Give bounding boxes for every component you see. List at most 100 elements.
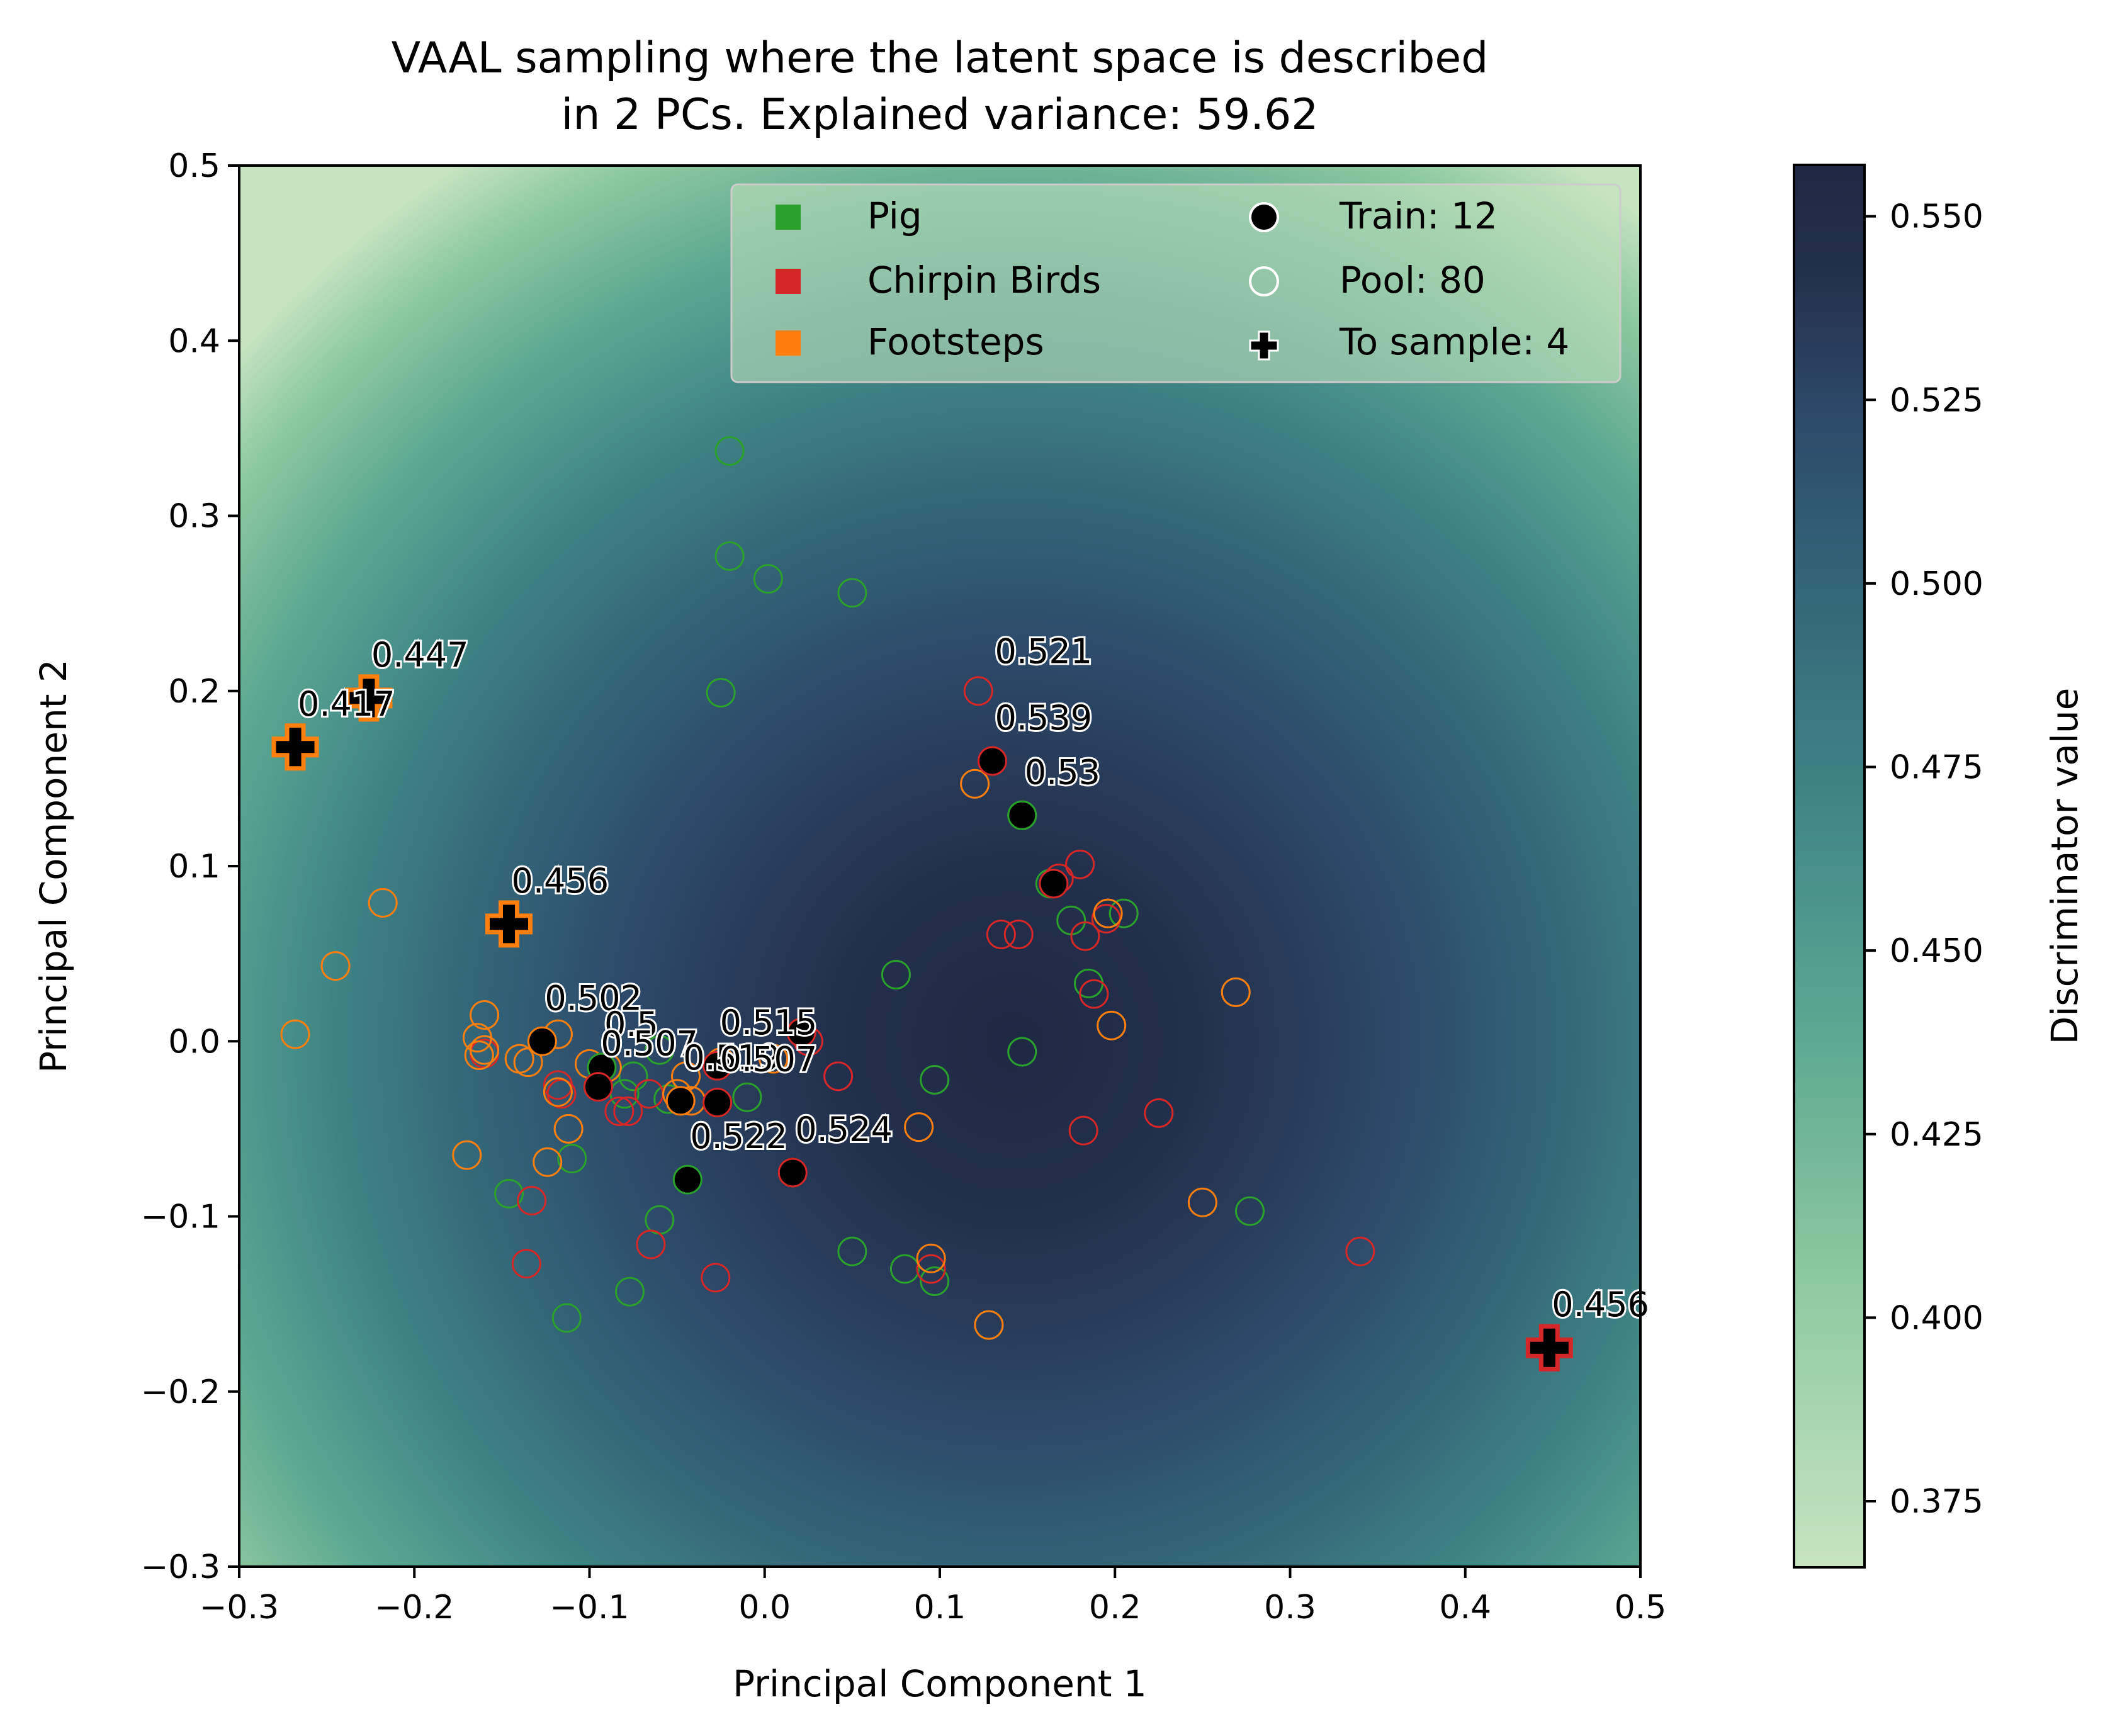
chart-title-line-1: VAAL sampling where the latent space is … [392, 33, 1489, 83]
pool-point-footsteps [452, 1140, 482, 1170]
colorbar-label: Discriminator value [2043, 688, 2086, 1045]
pool-point-chirpin-birds [986, 920, 1016, 950]
to-sample-point-footsteps [345, 674, 393, 722]
colorbar-tick-label: 0.375 [1890, 1483, 1983, 1521]
pool-point-chirpin-birds [701, 1263, 731, 1293]
legend-label-pool: Pool: 80 [1340, 259, 1486, 302]
point-value-label: 0.53 [1025, 752, 1100, 792]
y-tick-label: −0.3 [141, 1548, 220, 1586]
pool-point-footsteps [464, 1040, 494, 1071]
point-value-label: 0.507 [601, 1024, 698, 1064]
x-tick-label: −0.1 [550, 1589, 629, 1626]
colorbar-tick-label: 0.450 [1890, 932, 1983, 970]
pool-point-chirpin-birds [636, 1229, 666, 1260]
y-axis-label: Principal Component 2 [32, 659, 75, 1073]
pool-point-pig [706, 678, 736, 708]
to-sample-points [271, 674, 1573, 1372]
train-point-chirpin-birds [786, 1017, 816, 1047]
colorbar-tick-label: 0.475 [1890, 749, 1983, 787]
pool-point-chirpin-birds [517, 1185, 547, 1215]
pool-point-footsteps [553, 1113, 584, 1144]
pool-point-chirpin-birds [1345, 1236, 1375, 1266]
colorbar-tick-label: 0.425 [1890, 1116, 1983, 1154]
pool-point-footsteps [1093, 898, 1123, 928]
train-point-chirpin-birds [977, 746, 1007, 776]
x-tick-label: 0.0 [738, 1589, 791, 1626]
pool-point-footsteps [974, 1310, 1004, 1340]
colorbar [1793, 164, 1866, 1569]
pool-point-chirpin-birds [511, 1249, 541, 1279]
legend-marker-to-sample [1249, 330, 1279, 361]
pool-point-chirpin-birds [543, 1070, 573, 1100]
train-point-footsteps [665, 1086, 696, 1116]
pool-point-footsteps [280, 1019, 310, 1049]
to-sample-point-footsteps [485, 900, 533, 948]
x-axis-ticks: −0.3 −0.2 −0.1 0.0 0.1 0.2 0.3 0.4 0.5 [200, 1567, 1666, 1626]
x-tick-label: 0.3 [1264, 1589, 1316, 1626]
x-axis-label: Principal Component 1 [733, 1662, 1147, 1705]
legend-label-train: Train: 12 [1339, 194, 1498, 237]
legend-marker-train [1249, 202, 1279, 232]
pool-point-pig [557, 1144, 587, 1174]
x-tick-label: −0.2 [375, 1589, 454, 1626]
pool-point-footsteps [759, 1044, 789, 1074]
y-tick-label: 0.4 [168, 322, 220, 360]
pool-point-chirpin-birds [613, 1096, 643, 1127]
pool-point-pig [837, 1236, 867, 1266]
point-value-label: 0.521 [995, 631, 1092, 671]
pool-point-pig [645, 1035, 675, 1065]
legend-marker-footsteps [776, 330, 801, 356]
pool-point-chirpin-birds [1065, 849, 1095, 879]
pool-point-chirpin-birds [1068, 1115, 1098, 1146]
pool-point-footsteps [1221, 977, 1251, 1007]
pool-point-footsteps [368, 888, 398, 918]
pool-point-chirpin-birds [963, 676, 993, 706]
y-tick-label: −0.1 [141, 1198, 220, 1236]
pool-point-pig [732, 1082, 762, 1112]
pool-point-pig [920, 1064, 950, 1095]
y-tick-label: 0.0 [168, 1023, 220, 1061]
pool-point-chirpin-birds [1144, 1098, 1174, 1128]
x-tick-label: 0.5 [1615, 1589, 1667, 1626]
pool-point-pig [753, 564, 783, 594]
pool-point-pig [1007, 1037, 1037, 1067]
point-value-label: 0.5 [604, 1005, 658, 1044]
pool-point-pig [494, 1178, 524, 1209]
colorbar-tick-label: 0.550 [1890, 198, 1983, 236]
point-value-label: 0.417 [298, 684, 395, 724]
y-tick-label: 0.3 [168, 498, 220, 536]
y-tick-label: 0.1 [168, 848, 220, 886]
x-tick-label: 0.4 [1439, 1589, 1491, 1626]
legend-marker-chirpin-birds [776, 269, 801, 294]
legend-marker-pool [1249, 266, 1279, 296]
chart-title-line-2: in 2 PCs. Explained variance: 59.62 [561, 90, 1318, 140]
pool-point-pig [1235, 1196, 1265, 1226]
point-value-label: 0.456 [512, 861, 609, 901]
pool-point-footsteps [1187, 1187, 1217, 1217]
y-axis-ticks: −0.3 −0.2 −0.1 0.0 0.1 0.2 0.3 0.4 0.5 [141, 147, 239, 1586]
pool-point-pig [614, 1277, 645, 1307]
pool-point-pig [1109, 898, 1139, 928]
legend-box [730, 183, 1622, 383]
train-point-chirpin-birds [583, 1072, 613, 1102]
legend: Pig Chirpin Birds Footsteps Train: 12 Po… [730, 183, 1622, 383]
x-tick-label: 0.1 [914, 1589, 966, 1626]
to-sample-point-footsteps [271, 723, 319, 771]
colorbar-tick-label: 0.525 [1890, 381, 1983, 419]
pool-point-footsteps [1097, 1010, 1127, 1040]
train-point-chirpin-birds [777, 1158, 808, 1188]
pool-point-chirpin-birds [1070, 921, 1100, 951]
pool-point-pig [618, 1061, 648, 1091]
legend-label-footsteps: Footsteps [867, 320, 1044, 363]
pool-point-footsteps [470, 1000, 500, 1030]
train-point-footsteps [527, 1026, 557, 1056]
legend-marker-pig [776, 205, 801, 230]
y-tick-label: −0.2 [141, 1373, 220, 1411]
x-tick-label: −0.3 [200, 1589, 279, 1626]
to-sample-point-chirpin-birds [1525, 1324, 1573, 1372]
pool-point-footsteps [513, 1047, 543, 1078]
pool-point-footsteps [543, 1077, 573, 1107]
point-value-label: 0.447 [371, 635, 469, 675]
legend-label-to-sample: To sample: 4 [1339, 320, 1569, 363]
